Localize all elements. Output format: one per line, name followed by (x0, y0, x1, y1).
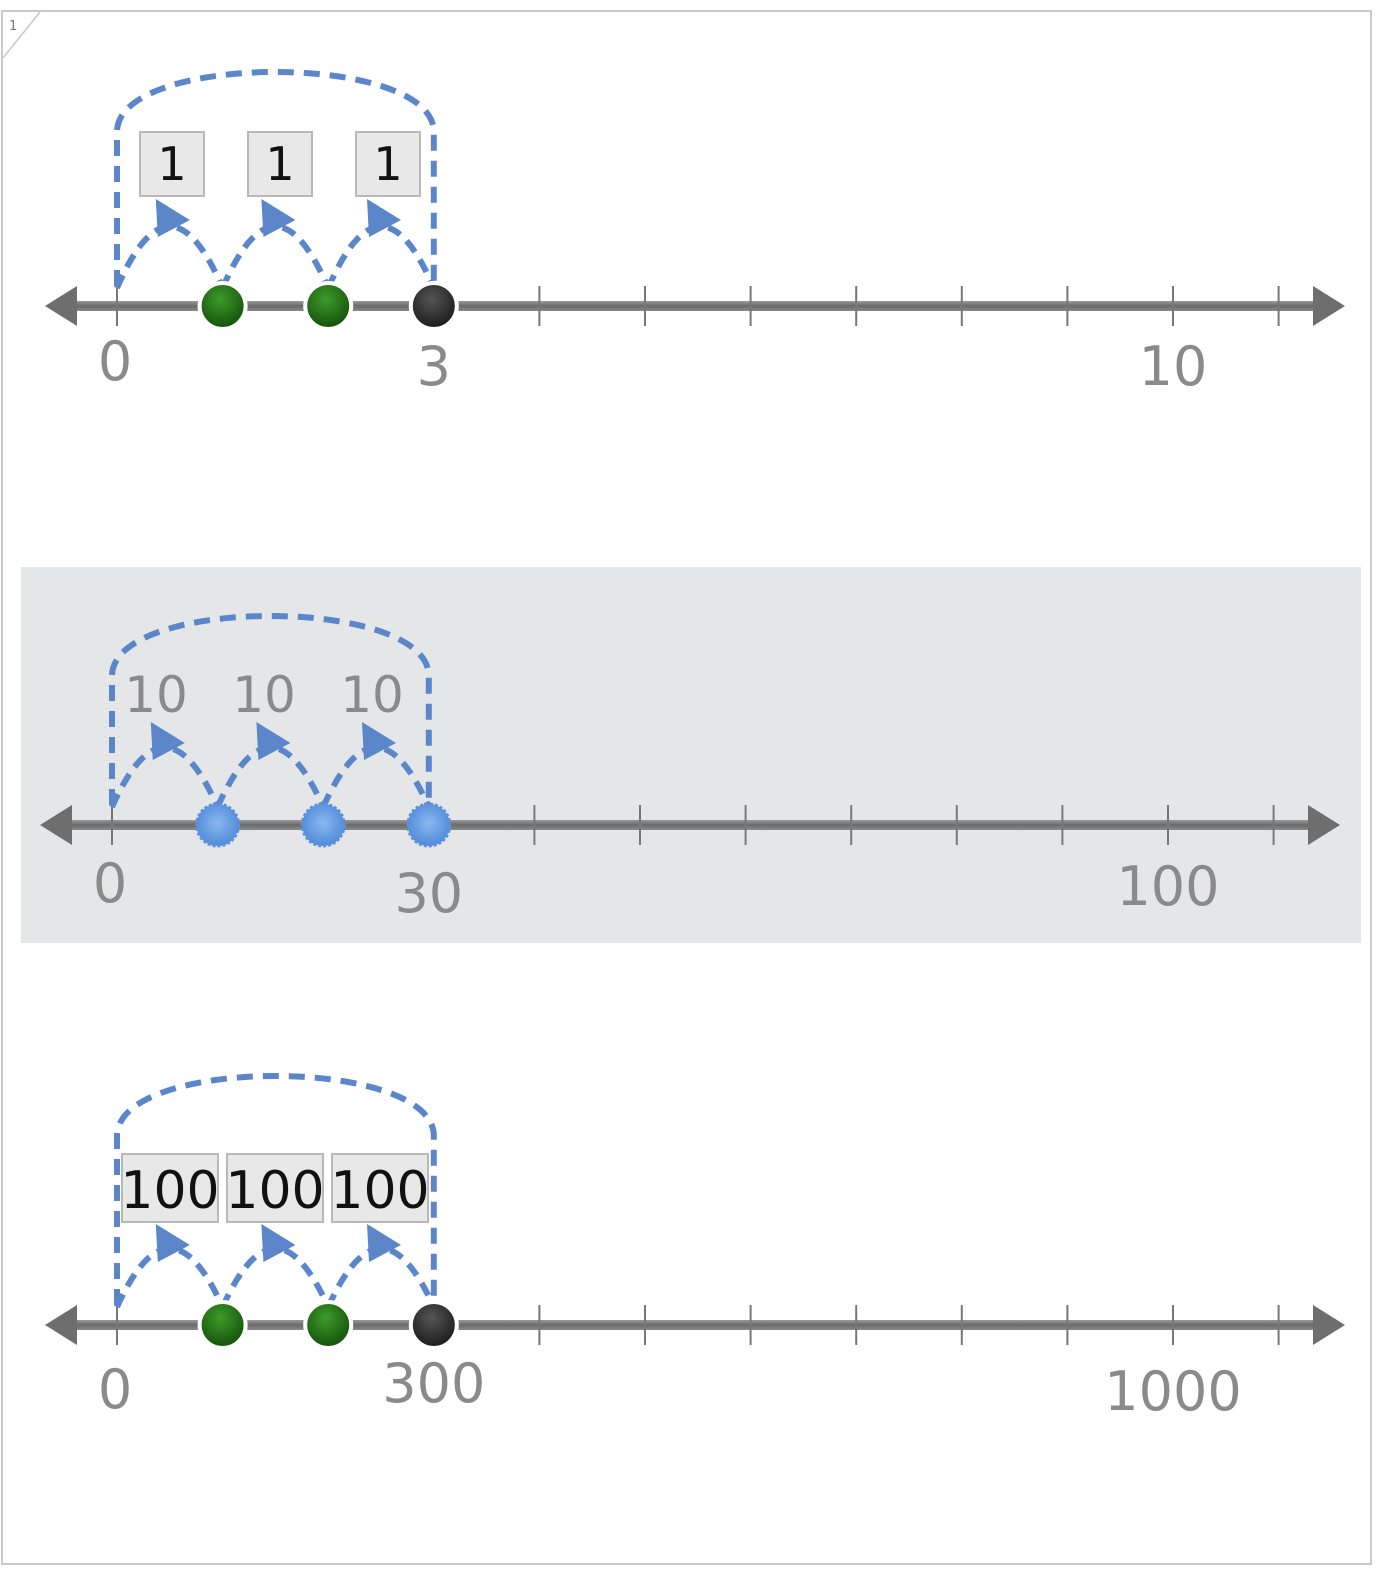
unit-jump-arc (219, 1245, 331, 1309)
jump-label: 100 (225, 1161, 324, 1221)
jump-label: 100 (120, 1161, 219, 1221)
jump-label: 10 (340, 666, 404, 724)
jump-label: 1 (373, 137, 402, 191)
blue-point (300, 802, 346, 848)
total-jump-arc (114, 1073, 437, 1305)
tick-label-end: 100 (1116, 855, 1219, 918)
green-point (197, 1300, 248, 1350)
jump-arrowhead (362, 722, 396, 760)
jump-label: 100 (330, 1161, 429, 1221)
unit-jump-arc (114, 223, 226, 290)
jump-arrowhead (155, 1224, 190, 1262)
axis-arrow-left (40, 805, 72, 845)
unit-jump-arc (109, 744, 221, 809)
tick-label-start: 0 (98, 330, 132, 393)
tick-label-end: 1000 (1104, 1360, 1241, 1423)
jump-label: 1 (265, 137, 294, 191)
number-line-ones: 1 1 10 3 10 (45, 69, 1345, 398)
jump-label-box (121, 1153, 219, 1223)
number-line-tens: 10 10 100 30 100 (21, 567, 1361, 943)
unit-jump-arc (214, 744, 326, 809)
blue-point (406, 802, 452, 848)
jump-arrowhead (367, 199, 401, 237)
end-point (408, 281, 459, 331)
jump-label-box (139, 131, 205, 197)
corner-mark: 1 (9, 19, 17, 34)
jump-label: 10 (124, 666, 188, 724)
jump-arrowhead (261, 1224, 296, 1262)
axis-arrow-right (1308, 805, 1340, 845)
axis-line (65, 1320, 1325, 1330)
jump-arrowhead (150, 722, 185, 760)
axis-line (60, 820, 1320, 830)
green-point (197, 281, 248, 331)
jump-label-box (226, 1153, 324, 1223)
number-line-hundreds: 100 100 1000 300 1000 (45, 1073, 1345, 1423)
jump-arrowhead (155, 199, 190, 237)
outer-border (1, 10, 1372, 1565)
jump-label: 10 (232, 666, 296, 724)
blue-point (195, 802, 241, 848)
jump-label-box (355, 131, 421, 197)
unit-jump-arc (219, 223, 331, 290)
tick-label-sum: 30 (394, 862, 463, 925)
unit-jump-arc (325, 1245, 437, 1309)
unit-jump-arc (320, 744, 432, 809)
jump-label-box (331, 1153, 429, 1223)
end-point (408, 1300, 459, 1350)
jump-label: 1 (157, 137, 186, 191)
axis-arrow-left (45, 1305, 77, 1345)
unit-jump-arc (114, 1245, 226, 1309)
jump-arrowhead (256, 722, 291, 760)
axis-line (65, 301, 1325, 311)
axis-arrow-right (1313, 286, 1345, 326)
tick-label-start: 0 (93, 852, 127, 915)
shaded-band (21, 567, 1361, 943)
unit-jump-arc (325, 223, 437, 290)
green-point (303, 281, 354, 331)
axis-arrow-right (1313, 1305, 1345, 1345)
tick-label-sum: 3 (417, 335, 451, 398)
tick-label-start: 0 (98, 1358, 132, 1421)
corner-fold (2, 11, 41, 59)
axis-arrow-left (45, 286, 77, 326)
green-point (303, 1300, 354, 1350)
tick-label-end: 10 (1139, 335, 1208, 398)
tick-label-sum: 300 (382, 1352, 485, 1415)
jump-label-box (247, 131, 313, 197)
jump-arrowhead (367, 1224, 401, 1262)
jump-arrowhead (261, 199, 296, 237)
